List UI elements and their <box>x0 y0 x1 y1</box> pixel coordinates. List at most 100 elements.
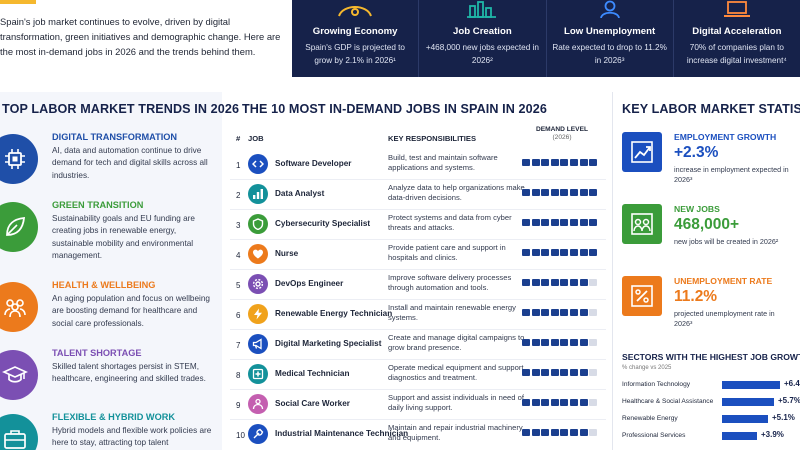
demand-bar-segment <box>579 369 588 376</box>
bolt-icon <box>248 304 268 324</box>
demand-level-bar <box>522 159 600 167</box>
trend-title: HEALTH & WELLBEING <box>52 280 156 290</box>
sector-row: Professional Services +3.9% <box>622 429 800 445</box>
trend-title: GREEN TRANSITION <box>52 200 144 210</box>
job-title: Nurse <box>275 249 299 258</box>
job-row: 6 Renewable Energy Technician Install and … <box>230 302 606 332</box>
row-divider <box>230 269 606 270</box>
demand-year: (2026) <box>552 134 572 141</box>
job-rank: 8 <box>236 371 241 380</box>
column-header-responsibilities: KEY RESPONSIBILITIES <box>388 134 477 143</box>
job-row: 5 DevOps Engineer Improve software deliver… <box>230 272 606 302</box>
demand-bar-segment <box>550 189 559 196</box>
group-icon <box>622 204 662 244</box>
job-title: DevOps Engineer <box>275 279 344 288</box>
gear-icon <box>248 274 268 294</box>
job-responsibilities: Maintain and repair industrial machinery… <box>388 423 523 443</box>
job-responsibilities: Build, test and maintain software applic… <box>388 153 498 173</box>
banner-low-unemployment: Low Unemployment Rate expected to drop t… <box>547 0 674 77</box>
demand-bar-segment <box>589 249 598 256</box>
demand-bar-segment <box>589 339 598 346</box>
row-divider <box>230 179 606 180</box>
megaphone-icon <box>248 334 268 354</box>
briefcase-icon <box>0 414 38 450</box>
demand-bar-segment <box>570 369 578 376</box>
demand-bar-segment <box>560 429 569 436</box>
demand-bar-segment <box>522 189 530 196</box>
demand-bar-segment <box>579 399 588 406</box>
demand-bar-segment <box>541 369 550 376</box>
demand-bar-segment <box>550 279 559 286</box>
jobs-panel: THE 10 MOST IN-DEMAND JOBS IN SPAIN IN 2… <box>230 92 606 450</box>
demand-bar-segment <box>531 189 540 196</box>
graduation-cap-icon <box>0 350 38 400</box>
demand-bar-segment <box>531 159 540 166</box>
banner-title: Job Creation <box>453 26 512 37</box>
demand-level-bar <box>522 249 600 257</box>
job-title: Data Analyst <box>275 189 325 198</box>
demand-level-bar <box>522 399 600 407</box>
demand-bar-segment <box>531 279 540 286</box>
job-rank: 5 <box>236 281 241 290</box>
trend-desc: Sustainability goals and EU funding are … <box>52 214 195 260</box>
column-divider <box>612 92 613 450</box>
laptop-icon <box>723 1 750 17</box>
stat-value: 468,000+ <box>674 216 740 233</box>
job-title: Renewable Energy Technician <box>275 309 393 318</box>
stat-label: EMPLOYMENT GROWTH <box>674 132 777 142</box>
demand-bar-segment <box>570 429 578 436</box>
job-title: Medical Technician <box>275 369 350 378</box>
demand-bar-segment <box>589 159 598 166</box>
demand-bar-segment <box>570 159 578 166</box>
sector-row: Healthcare & Social Assistance +5.7% <box>622 395 800 411</box>
row-divider <box>230 239 606 240</box>
demand-bar-segment <box>550 249 559 256</box>
demand-bar-segment <box>531 369 540 376</box>
trends-panel: TOP LABOR MARKET TRENDS IN 2026 DIGITAL … <box>0 92 239 450</box>
chip-icon <box>0 134 38 184</box>
demand-bar-segment <box>560 369 569 376</box>
demand-bar-segment <box>550 159 559 166</box>
banner-growing-economy: Growing Economy Spain's GDP is projected… <box>292 0 420 77</box>
demand-bar-segment <box>579 309 588 316</box>
demand-bar-segment <box>570 399 578 406</box>
demand-bar-segment <box>560 399 569 406</box>
job-title: Digital Marketing Specialist <box>275 339 382 348</box>
job-rank: 2 <box>236 191 241 200</box>
medical-icon <box>248 364 268 384</box>
demand-bar-segment <box>589 309 598 316</box>
sector-value: +5.7% <box>778 396 800 405</box>
trend-up-icon <box>622 132 662 172</box>
demand-bar-segment <box>522 369 530 376</box>
demand-bar-segment <box>560 159 569 166</box>
row-divider <box>230 419 606 420</box>
demand-level-bar <box>522 429 600 437</box>
job-responsibilities: Install and maintain renewable energy sy… <box>388 303 516 323</box>
trend-desc: AI, data and automation continue to driv… <box>52 146 208 180</box>
job-responsibilities: Operate medical equipment and support di… <box>388 363 524 383</box>
demand-bar-segment <box>522 399 530 406</box>
demand-bar-segment <box>522 249 530 256</box>
job-rank: 9 <box>236 401 241 410</box>
job-rank: 10 <box>236 431 245 440</box>
stat-value: 11.2% <box>674 288 718 305</box>
demand-bar-segment <box>522 339 530 346</box>
demand-bar-segment <box>560 189 569 196</box>
demand-bar-segment <box>560 249 569 256</box>
banner-digital-acceleration: Digital Acceleration 70% of companies pl… <box>674 0 800 77</box>
row-divider <box>230 359 606 360</box>
sector-value: +5.1% <box>772 413 795 422</box>
row-divider <box>230 329 606 330</box>
demand-bar-segment <box>579 339 588 346</box>
demand-bar-segment <box>570 279 578 286</box>
demand-bar-segment <box>522 159 530 166</box>
row-divider <box>230 389 606 390</box>
trends-heading: TOP LABOR MARKET TRENDS IN 2026 <box>2 102 240 116</box>
sectors-subheading: % change vs 2025 <box>622 365 672 371</box>
intro-accent-bar <box>0 0 36 4</box>
banner-title: Low Unemployment <box>564 26 656 37</box>
job-row: 4 Nurse Provide patient care and support i… <box>230 242 606 272</box>
demand-bar-segment <box>589 279 598 286</box>
demand-level-bar <box>522 219 600 227</box>
tools-icon <box>248 424 268 444</box>
